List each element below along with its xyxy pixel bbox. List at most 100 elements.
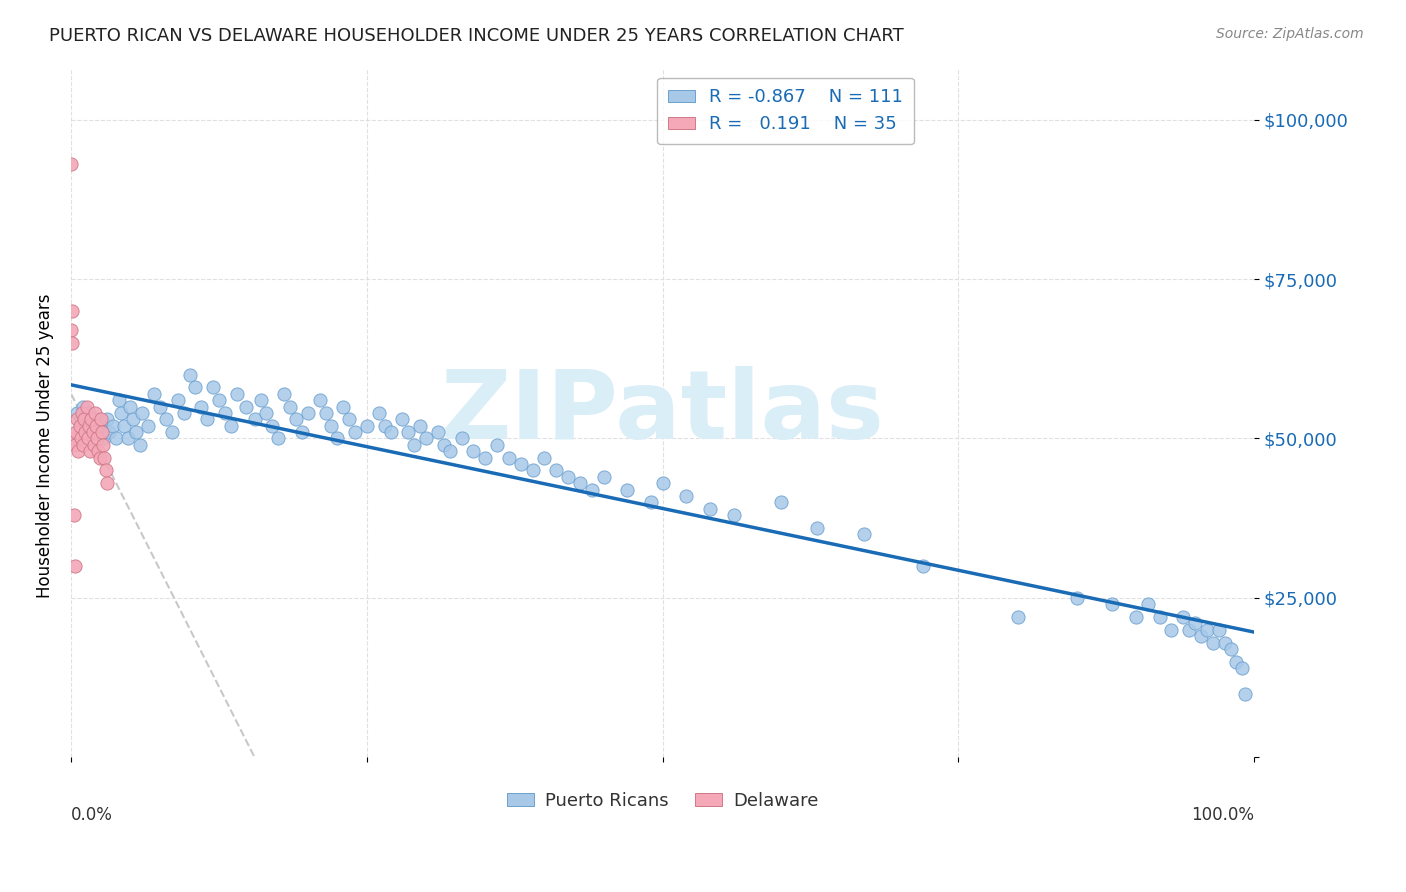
Point (374, 418, 396, 433)
Point (1125, 610, 1147, 624)
Point (86, 432, 108, 446)
Point (439, 444, 461, 458)
Point (87, 444, 110, 458)
Point (1007, 610, 1029, 624)
Point (62, 508, 84, 522)
Point (72, 438, 94, 452)
Point (83, 438, 105, 452)
Point (651, 476, 673, 491)
Point (723, 508, 745, 522)
Point (190, 400, 212, 414)
Point (1225, 655, 1247, 669)
Point (404, 438, 426, 452)
Point (89, 450, 111, 465)
Point (415, 432, 437, 446)
Point (315, 406, 337, 420)
Point (202, 380, 225, 394)
Point (67, 444, 90, 458)
Point (1160, 623, 1182, 637)
Point (1178, 623, 1201, 637)
Point (522, 463, 544, 477)
Point (82, 425, 104, 439)
Point (79, 444, 101, 458)
Point (84, 418, 107, 433)
Point (1232, 661, 1254, 675)
Point (117, 432, 139, 446)
Point (69, 418, 91, 433)
Point (93, 432, 115, 446)
Point (640, 495, 662, 509)
Point (66, 412, 89, 426)
Point (409, 418, 432, 433)
Point (76, 432, 98, 446)
Point (62, 335, 84, 350)
Point (114, 418, 136, 433)
Point (474, 450, 496, 465)
Point (262, 418, 284, 433)
Point (1219, 642, 1241, 657)
Point (110, 406, 132, 420)
Point (98, 425, 121, 439)
Point (101, 418, 124, 433)
Point (72, 400, 94, 414)
Point (219, 418, 242, 433)
Point (82, 418, 104, 433)
Point (77, 406, 100, 420)
Point (1136, 597, 1159, 611)
Point (332, 400, 354, 414)
Point (1208, 623, 1230, 637)
Point (83, 425, 105, 439)
Point (616, 483, 638, 497)
Point (463, 444, 485, 458)
Point (94, 463, 117, 477)
Point (179, 368, 201, 382)
Point (63, 438, 86, 452)
Point (291, 425, 314, 439)
Point (396, 425, 419, 439)
Point (433, 438, 456, 452)
Legend: Puerto Ricans, Delaware: Puerto Ricans, Delaware (499, 785, 825, 817)
Point (214, 406, 236, 420)
Point (1195, 623, 1218, 637)
Point (249, 393, 271, 408)
Point (128, 438, 150, 452)
Point (173, 406, 195, 420)
Point (592, 469, 614, 483)
Point (149, 400, 172, 414)
Point (308, 393, 330, 408)
Point (105, 432, 128, 446)
Point (426, 425, 449, 439)
Point (391, 412, 413, 426)
Text: PUERTO RICAN VS DELAWARE HOUSEHOLDER INCOME UNDER 25 YEARS CORRELATION CHART: PUERTO RICAN VS DELAWARE HOUSEHOLDER INC… (49, 27, 904, 45)
Point (96, 412, 118, 426)
Point (155, 412, 177, 426)
Point (75, 418, 97, 433)
Point (273, 387, 295, 401)
Point (235, 400, 257, 414)
Point (1066, 591, 1088, 605)
Point (337, 412, 360, 426)
Point (321, 418, 343, 433)
Point (62, 432, 84, 446)
Point (911, 559, 934, 574)
Point (254, 406, 277, 420)
Point (278, 400, 301, 414)
Point (380, 425, 402, 439)
Point (131, 406, 153, 420)
Point (86, 412, 108, 426)
Point (184, 380, 207, 394)
Point (66, 406, 89, 420)
Point (93, 450, 115, 465)
Point (120, 400, 142, 414)
Text: 100.0%: 100.0% (1191, 805, 1254, 823)
Point (1213, 635, 1236, 649)
Point (852, 527, 875, 541)
Text: Source: ZipAtlas.com: Source: ZipAtlas.com (1216, 27, 1364, 41)
Point (75, 425, 97, 439)
Point (125, 425, 148, 439)
Point (297, 406, 319, 420)
Point (195, 412, 218, 426)
Point (675, 489, 697, 503)
Point (143, 387, 166, 401)
Point (62, 304, 84, 318)
